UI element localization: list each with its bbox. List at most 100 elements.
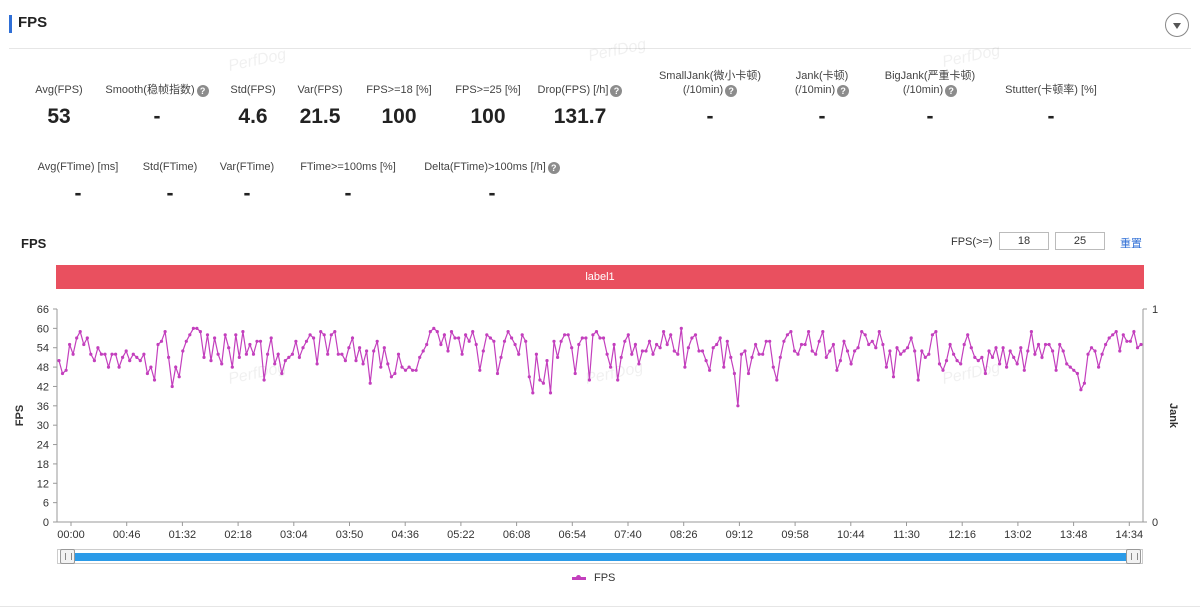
fps-data-point — [425, 342, 429, 347]
metric-label-unit-text: (/10min) — [682, 84, 724, 96]
fps-data-point — [1012, 355, 1016, 359]
slider-end-handle[interactable] — [1126, 549, 1141, 564]
fps-data-point — [672, 349, 676, 353]
y-tick-label: 24 — [37, 440, 49, 452]
fps-data-point — [732, 371, 737, 376]
fps-data-point — [1089, 346, 1094, 350]
fps-data-point — [89, 352, 93, 356]
fps-data-point — [676, 352, 680, 356]
threshold-high-input[interactable] — [1055, 232, 1105, 250]
fps-data-point — [1036, 342, 1041, 347]
fps-data-point — [358, 346, 362, 350]
fps-data-point — [145, 371, 149, 376]
metric-label-text: Stutter(卡顿率) [%] — [1005, 84, 1097, 96]
chart-legend[interactable]: FPS — [572, 572, 615, 584]
metric-value: - — [706, 105, 714, 128]
slider-start-handle[interactable] — [60, 549, 75, 564]
fps-data-point — [1033, 352, 1037, 356]
fps-data-point — [294, 339, 298, 343]
fps-data-point — [251, 352, 256, 356]
fps-data-point — [273, 362, 277, 366]
fps-data-point — [828, 349, 832, 353]
fps-data-point — [973, 355, 977, 359]
fps-data-point — [209, 359, 213, 363]
fps-data-point — [1029, 330, 1033, 334]
fps-data-point — [1100, 352, 1104, 356]
metric-value: - — [926, 105, 934, 128]
fps-line-chart[interactable]: 0 6 12 18 24 30 36 42 48 54 60 66 0 1 FPS Jank 00:00 00:4… — [0, 290, 1200, 546]
fps-data-point — [269, 336, 273, 340]
metric-label: Std(FPS) — [178, 83, 328, 97]
fps-data-point — [184, 339, 188, 343]
fps-data-point — [1061, 349, 1065, 353]
y-axis-label: FPS — [14, 405, 26, 426]
metric-cell: Var(FPS) 21.5 — [245, 83, 395, 129]
y-tick-label: 6 — [43, 498, 49, 510]
fps-data-point — [669, 333, 673, 337]
fps-data-point — [1125, 339, 1129, 343]
metric-cell: Drop(FPS) [/h]? 131.7 — [505, 83, 655, 129]
fps-data-point — [1054, 368, 1058, 372]
help-icon[interactable]: ? — [547, 162, 560, 174]
fps-data-point — [874, 346, 878, 350]
fps-data-point — [234, 333, 238, 337]
fps-data-point — [237, 355, 241, 359]
fps-data-point — [439, 342, 443, 347]
collapse-toggle-icon[interactable] — [1165, 13, 1189, 37]
fps-data-point — [644, 349, 648, 353]
x-tick-label: 05:22 — [447, 529, 475, 541]
fps-data-point — [411, 368, 415, 372]
help-icon[interactable]: ? — [837, 85, 850, 97]
fps-data-point — [365, 349, 369, 353]
threshold-label: FPS(>=) — [951, 236, 993, 248]
label-band[interactable]: label1 — [56, 265, 1144, 289]
fps-data-point — [312, 336, 316, 340]
metric-cell: Stutter(卡顿率) [%] - — [976, 83, 1126, 129]
fps-data-point — [980, 355, 984, 359]
threshold-low-input[interactable] — [999, 232, 1049, 250]
help-icon[interactable]: ? — [725, 85, 738, 97]
fps-data-point — [361, 362, 365, 366]
metric-cell: FPS>=25 [%] 100 — [413, 83, 563, 129]
fps-data-point — [198, 330, 202, 334]
metric-cell: Avg(FTime) [ms] - — [3, 160, 153, 206]
fps-data-point — [715, 342, 719, 347]
slider-range-fill[interactable] — [68, 553, 1134, 561]
fps-data-point — [838, 359, 843, 363]
metric-label-unit: (/10min)? — [635, 83, 785, 97]
header-divider — [9, 48, 1191, 49]
fps-data-point — [510, 336, 514, 340]
fps-data-point — [591, 333, 595, 337]
fps-data-point — [350, 336, 355, 340]
fps-data-point — [831, 342, 836, 347]
fps-data-point — [1072, 368, 1076, 372]
fps-data-point — [393, 371, 397, 376]
x-tick-label: 04:36 — [391, 529, 419, 541]
fps-data-point — [276, 352, 280, 356]
fps-data-point — [863, 333, 867, 337]
metric-label-unit-text: (/10min) — [794, 84, 836, 96]
help-icon[interactable]: ? — [945, 85, 958, 97]
fps-data-point — [881, 342, 885, 347]
reset-link[interactable]: 重置 — [1120, 238, 1142, 250]
fps-data-point — [782, 339, 786, 343]
fps-data-point — [1065, 362, 1069, 366]
fps-data-point — [739, 352, 744, 356]
fps-data-point — [227, 346, 231, 350]
y-tick-label: 0 — [43, 517, 49, 529]
fps-data-point — [131, 352, 135, 356]
metric-label-text: FPS>=18 [%] — [366, 84, 432, 96]
fps-data-point — [930, 333, 935, 337]
fps-data-point — [651, 352, 655, 356]
fps-data-point — [867, 342, 871, 347]
fps-data-point — [297, 355, 301, 359]
time-range-slider[interactable] — [57, 549, 1143, 564]
fps-data-point — [195, 326, 199, 330]
help-icon[interactable]: ? — [196, 85, 209, 97]
help-icon[interactable]: ? — [610, 85, 623, 97]
fps-data-point — [85, 336, 89, 340]
fps-data-point — [428, 330, 432, 334]
x-tick-label: 00:00 — [57, 529, 85, 541]
fps-data-point — [78, 330, 82, 334]
fps-data-point — [948, 342, 952, 347]
